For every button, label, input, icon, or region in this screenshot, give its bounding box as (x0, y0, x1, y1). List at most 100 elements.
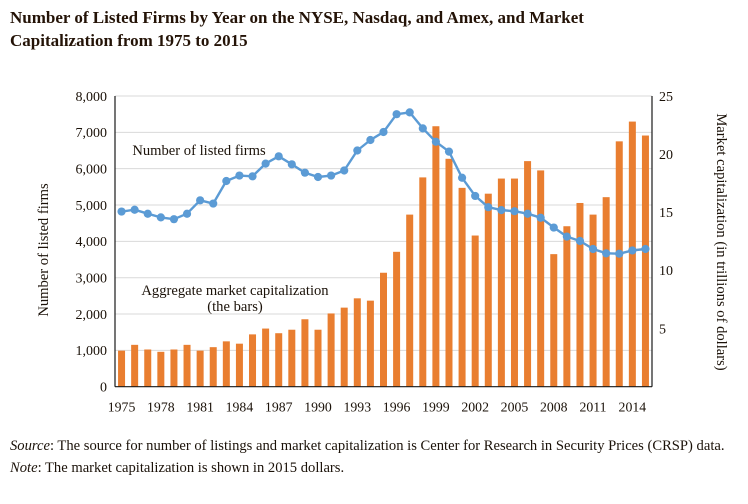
market-cap-bar (288, 329, 296, 387)
listed-firms-marker (300, 168, 310, 177)
listed-firms-marker (182, 209, 192, 218)
market-cap-bar (576, 202, 584, 387)
listed-firms-marker (209, 199, 218, 208)
x-axis-tick-label: 1996 (383, 400, 411, 415)
market-cap-bar (314, 329, 322, 387)
left-axis-tick-label: 8,000 (76, 90, 108, 105)
listed-firms-marker (248, 172, 257, 181)
listed-firms-marker (628, 246, 637, 255)
market-cap-bar (445, 158, 453, 387)
market-cap-bar (589, 214, 597, 387)
left-axis-title: Number of listed firms (36, 183, 52, 317)
market-cap-bar (249, 334, 257, 387)
market-cap-bar (550, 254, 558, 387)
market-cap-bar (340, 307, 348, 387)
market-cap-bar (196, 350, 204, 387)
listed-firms-marker (274, 152, 283, 161)
market-cap-bar (353, 298, 361, 387)
listed-firms-marker (536, 213, 545, 222)
listed-firms-marker (143, 209, 152, 218)
left-axis-tick-label: 2,000 (76, 308, 108, 323)
line-series-annotation: Number of listed firms (132, 143, 266, 159)
market-cap-bar (471, 235, 479, 387)
market-cap-bar (262, 328, 270, 387)
x-axis-tick-label: 1993 (344, 400, 372, 415)
market-cap-bar (563, 226, 571, 387)
listed-firms-marker (261, 159, 270, 168)
figure-title-line-2: Capitalization from 1975 to 2015 (10, 30, 248, 50)
left-axis-tick-label: 1,000 (76, 344, 108, 359)
listed-firms-marker (431, 137, 440, 146)
listed-firms-marker (641, 244, 650, 254)
listed-firms-marker (418, 124, 427, 133)
x-axis-tick-label: 1987 (265, 400, 293, 415)
right-axis-tick-label: 10 (659, 264, 673, 279)
chart-marks: 0 1,000 2,000 3,000 4,000 5,000 6,000 7,000 8,00… (76, 90, 674, 415)
listed-firms-marker (588, 244, 598, 254)
x-axis-tick-label: 1990 (304, 400, 332, 415)
figure-title-line-1: Number of Listed Firms by Year on the NY… (10, 8, 584, 27)
right-axis-title: Market capitalization (in trillions of d… (713, 113, 729, 370)
market-cap-bar (537, 170, 545, 387)
listed-firms-marker (497, 205, 506, 215)
x-axis-tick-label: 2014 (619, 400, 647, 415)
left-axis-tick-label: 7,000 (76, 126, 108, 141)
market-cap-bar (393, 251, 401, 387)
listed-firms-marker (287, 160, 296, 169)
listed-firms-marker (615, 249, 624, 258)
listed-firms-marker (340, 166, 349, 175)
note-text: : The market capitalization is shown in … (37, 459, 345, 476)
x-axis-tick-label: 1999 (422, 400, 450, 415)
combo-chart: 0 1,000 2,000 3,000 4,000 5,000 6,000 7,000 8,00… (36, 90, 729, 415)
left-axis-tick-label: 6,000 (76, 162, 108, 177)
left-axis-tick-label: 0 (100, 381, 107, 396)
listed-firms-marker (353, 146, 362, 155)
x-axis-tick-label: 2002 (461, 400, 489, 415)
market-cap-bar (209, 347, 217, 387)
market-cap-bar (484, 193, 492, 387)
listed-firms-marker (510, 207, 519, 216)
market-cap-bar (524, 161, 532, 387)
bar-series-annotation-line1: Aggregate market capitalization (141, 283, 329, 299)
x-axis-tick-label: 1984 (226, 400, 254, 415)
x-axis-tick-label: 2005 (501, 400, 529, 415)
note-note: Note: The market capitalization is shown… (10, 458, 726, 480)
source-text: : The source for number of listings and … (49, 438, 725, 454)
listed-firms-marker (366, 135, 375, 145)
x-axis-tick-label: 2011 (580, 400, 607, 415)
market-cap-bar (458, 187, 466, 387)
listed-firms-marker (379, 127, 388, 137)
x-axis-tick-label: 1981 (186, 400, 214, 415)
listed-firms-marker (222, 176, 231, 186)
source-note: Source: The source for number of listing… (10, 436, 726, 458)
left-axis-tick-label: 4,000 (76, 235, 108, 250)
listed-firms-marker (117, 207, 126, 216)
market-cap-bar (157, 351, 165, 387)
market-cap-bar (497, 178, 505, 387)
listed-firms-marker (602, 249, 611, 258)
listed-firms-marker (169, 215, 179, 224)
listed-firms-marker (405, 108, 414, 117)
source-label: Source (10, 438, 50, 454)
market-cap-bar (275, 333, 283, 387)
market-cap-bar (406, 214, 414, 387)
listed-firms-marker (156, 213, 165, 222)
listed-firms-marker (575, 236, 585, 246)
left-axis-tick-label: 3,000 (76, 271, 108, 286)
right-axis-tick-label: 15 (659, 206, 673, 221)
listed-firms-marker (444, 147, 454, 156)
market-cap-bar (510, 178, 518, 387)
market-cap-bar (183, 344, 191, 387)
x-axis-tick-label: 1975 (108, 400, 136, 415)
market-cap-bar (602, 197, 610, 387)
listed-firms-marker (130, 205, 139, 214)
market-cap-bar (327, 313, 335, 387)
market-cap-bar (222, 341, 230, 387)
listed-firms-marker (562, 232, 571, 241)
listed-firms-marker (392, 110, 401, 119)
market-cap-bar (641, 135, 649, 387)
listed-firms-marker (196, 196, 205, 205)
x-axis-tick-label: 1978 (147, 400, 175, 415)
market-cap-bar (615, 141, 623, 387)
